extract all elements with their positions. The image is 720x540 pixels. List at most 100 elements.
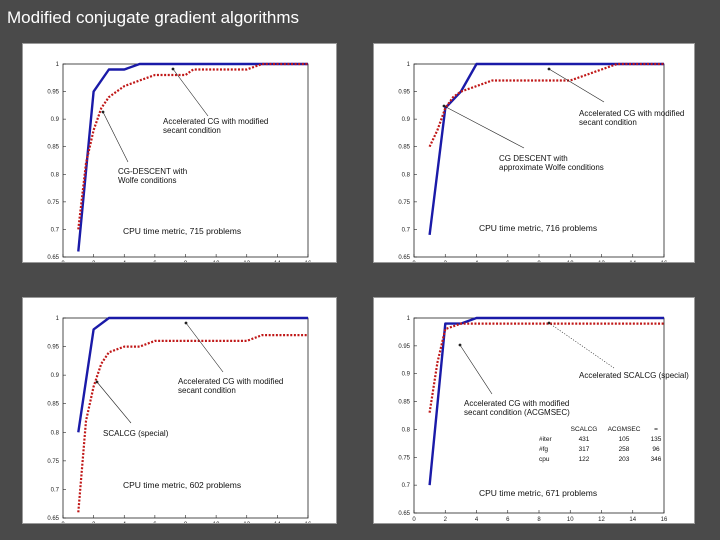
y-tick-label: 0.65 bbox=[398, 255, 410, 261]
y-tick-label: 0.75 bbox=[47, 459, 59, 465]
table-cell: 122 bbox=[579, 456, 590, 463]
table-header: ACGMSEC bbox=[608, 426, 641, 433]
table-cell: #iter bbox=[539, 436, 552, 443]
chart-cg-descent-wolfe: 0 2 4 6 8 10 12 14 16 0.65 0.7 0.75 0.8 0.85 0.9 0.95 1 A… bbox=[47, 62, 312, 262]
y-tick-label: 0.95 bbox=[398, 344, 410, 350]
annotation-arrowhead bbox=[547, 321, 551, 325]
y-tick-label: 0.65 bbox=[398, 511, 410, 517]
table-header: = bbox=[654, 426, 658, 433]
x-tick-label: 2 bbox=[92, 261, 96, 262]
y-tick-label: 0.7 bbox=[51, 227, 60, 233]
y-tick-label: 0.7 bbox=[51, 487, 60, 493]
annotation-text: Accelerated SCALCG (special) bbox=[579, 371, 689, 380]
chart-panel-4: 0 2 4 6 8 10 12 14 16 0.65 0.7 0.75 0.8 0.85 0.9 0.95 1 A… bbox=[373, 297, 695, 524]
series-line-accelerated bbox=[428, 62, 664, 236]
table-cell: 105 bbox=[619, 436, 630, 443]
metric-label: CPU time metric, 716 problems bbox=[479, 223, 597, 233]
annotation-arrowhead bbox=[171, 67, 175, 71]
metric-label: CPU time metric, 715 problems bbox=[123, 226, 241, 236]
x-tick-label: 4 bbox=[475, 261, 479, 262]
x-tick-label: 2 bbox=[444, 261, 448, 262]
y-tick-label: 0.9 bbox=[51, 373, 60, 379]
y-tick-label: 1 bbox=[56, 62, 60, 68]
table-cell: 96 bbox=[652, 446, 660, 453]
annotation-text: secant condition bbox=[163, 126, 221, 135]
table-cell: 203 bbox=[619, 456, 630, 463]
x-tick-label: 0 bbox=[412, 261, 416, 262]
series-line-accelerated bbox=[77, 316, 308, 433]
x-tick-label: 14 bbox=[274, 522, 281, 523]
annotation-text: secant condition bbox=[579, 118, 637, 127]
y-tick-label: 0.9 bbox=[402, 372, 411, 378]
x-tick-label: 0 bbox=[61, 522, 65, 523]
annotation-arrow bbox=[459, 344, 493, 395]
x-tick-label: 12 bbox=[598, 261, 605, 262]
annotation-text: SCALCG (special) bbox=[103, 429, 169, 438]
y-tick-label: 0.95 bbox=[47, 345, 59, 351]
metric-label: CPU time metric, 602 problems bbox=[123, 480, 241, 490]
x-tick-label: 12 bbox=[243, 522, 250, 523]
y-tick-label: 1 bbox=[407, 62, 411, 68]
metric-label: CPU time metric, 671 problems bbox=[479, 488, 597, 498]
x-tick-label: 10 bbox=[567, 517, 574, 523]
annotation-text: CG-DESCENT with bbox=[118, 167, 187, 176]
x-tick-label: 16 bbox=[661, 517, 668, 523]
x-tick-label: 4 bbox=[123, 261, 127, 262]
y-tick-label: 0.75 bbox=[398, 455, 410, 461]
y-tick-label: 0.65 bbox=[47, 516, 59, 522]
series-line-accelerated bbox=[77, 62, 308, 252]
chart-panel-2: 0 2 4 6 8 10 12 14 16 0.65 0.7 0.75 0.8 0.85 0.9 0.95 1 A… bbox=[373, 43, 695, 263]
x-tick-label: 6 bbox=[506, 261, 510, 262]
y-tick-label: 0.8 bbox=[51, 430, 60, 436]
table-cell: 346 bbox=[651, 456, 662, 463]
chart-panel-1: 0 2 4 6 8 10 12 14 16 0.65 0.7 0.75 0.8 0.85 0.9 0.95 1 A… bbox=[22, 43, 337, 263]
series-line-baseline bbox=[77, 62, 308, 230]
y-tick-label: 0.85 bbox=[398, 400, 410, 406]
x-tick-label: 10 bbox=[567, 261, 574, 262]
x-tick-label: 14 bbox=[629, 517, 636, 523]
series-line-baseline bbox=[77, 333, 308, 513]
y-tick-label: 0.95 bbox=[398, 90, 410, 96]
table-cell: 258 bbox=[619, 446, 630, 453]
x-tick-label: 10 bbox=[213, 522, 220, 523]
x-tick-label: 12 bbox=[243, 261, 250, 262]
annotation-arrowhead bbox=[458, 343, 462, 347]
annotation-arrow bbox=[443, 105, 525, 149]
chart-scalcg-special: 0 2 4 6 8 10 12 14 16 0.65 0.7 0.75 0.8 0.85 0.9 0.95 1 A… bbox=[47, 316, 312, 523]
x-tick-label: 4 bbox=[475, 517, 479, 523]
annotation-arrowhead bbox=[101, 110, 105, 114]
y-tick-label: 1 bbox=[407, 316, 411, 322]
annotation-text: CG DESCENT with bbox=[499, 154, 568, 163]
table-cell: 317 bbox=[579, 446, 590, 453]
y-tick-label: 0.8 bbox=[402, 172, 411, 178]
y-tick-label: 0.8 bbox=[402, 427, 411, 433]
annotation-arrow bbox=[172, 68, 209, 117]
x-tick-label: 16 bbox=[661, 261, 668, 262]
annotation-arrow bbox=[548, 68, 605, 103]
series-line-baseline bbox=[428, 62, 664, 148]
x-tick-label: 0 bbox=[412, 517, 416, 523]
x-tick-label: 8 bbox=[184, 261, 188, 262]
table-cell: cpu bbox=[539, 456, 550, 463]
y-tick-label: 0.9 bbox=[402, 117, 411, 123]
annotation-text: Accelerated CG with modified bbox=[178, 377, 283, 386]
y-tick-label: 0.75 bbox=[398, 200, 410, 206]
annotation-text: secant condition (ACGMSEC) bbox=[464, 408, 570, 417]
chart-cg-descent-approx-wolfe: 0 2 4 6 8 10 12 14 16 0.65 0.7 0.75 0.8 0.85 0.9 0.95 1 A… bbox=[398, 62, 684, 262]
y-tick-label: 1 bbox=[56, 316, 60, 322]
annotation-arrow bbox=[185, 322, 224, 373]
y-tick-label: 0.95 bbox=[47, 90, 59, 96]
y-tick-label: 0.65 bbox=[47, 255, 59, 261]
chart-panel-3: 0 2 4 6 8 10 12 14 16 0.65 0.7 0.75 0.8 0.85 0.9 0.95 1 A… bbox=[22, 297, 337, 524]
y-tick-label: 0.9 bbox=[51, 117, 60, 123]
x-tick-label: 0 bbox=[61, 261, 65, 262]
annotation-arrowhead bbox=[184, 321, 188, 325]
slide-title: Modified conjugate gradient algorithms bbox=[7, 8, 300, 27]
annotation-text: approximate Wolfe conditions bbox=[499, 163, 604, 172]
x-tick-label: 4 bbox=[123, 522, 127, 523]
annotation-text: Accelerated CG with modified bbox=[163, 117, 268, 126]
annotation-text: Wolfe conditions bbox=[118, 176, 177, 185]
x-tick-label: 6 bbox=[153, 522, 157, 523]
table-cell: 431 bbox=[579, 436, 590, 443]
x-tick-label: 10 bbox=[213, 261, 220, 262]
